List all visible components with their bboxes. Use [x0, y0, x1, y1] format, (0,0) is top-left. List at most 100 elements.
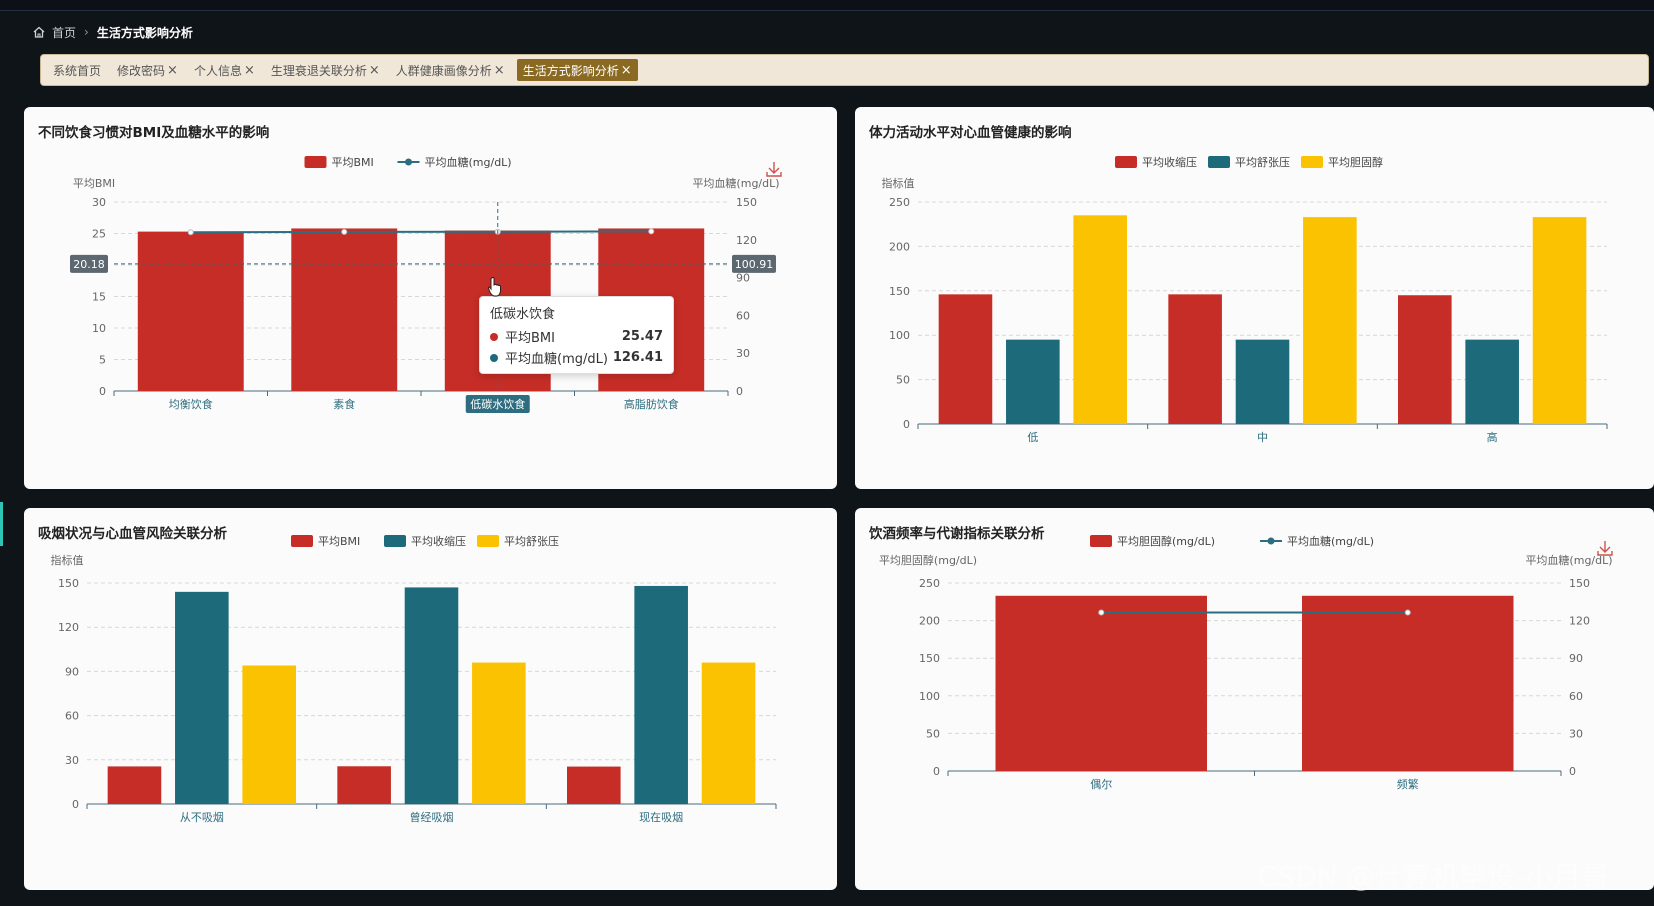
legend-swatch-icon: [1301, 156, 1323, 168]
legend-swatch-icon: [477, 535, 499, 547]
x-tick-label: 频繁: [1397, 777, 1419, 791]
y-tick-label: 100: [889, 329, 910, 342]
y-tick-label: 150: [58, 577, 79, 590]
legend-dot-icon: [405, 158, 412, 166]
y-tick-label: 0: [72, 798, 79, 811]
bar: [472, 662, 526, 804]
y-right-tick-label: 150: [1569, 577, 1590, 590]
legend-label: 平均胆固醇: [1328, 155, 1383, 169]
y-tick-label: 200: [889, 240, 910, 253]
breadcrumb-home[interactable]: 首页: [52, 25, 77, 40]
chart-panel-diet: 不同饮食习惯对BMI及血糖水平的影响 051015202530030609012…: [24, 107, 837, 489]
y-axis-name: 平均BMI: [73, 177, 115, 190]
chart-tooltip: 低碳水饮食 平均BMI 25.47 平均血糖(mg/dL) 126.41: [479, 296, 674, 374]
bar: [938, 294, 993, 424]
y-tick-label: 100: [919, 690, 940, 703]
home-icon[interactable]: [32, 25, 46, 39]
x-label-highlight: [465, 395, 530, 413]
chart-panel-alcohol: 饮酒频率与代谢指标关联分析 0 50 100 150 200 250 0 30 60 90 120 1…: [855, 508, 1654, 890]
tooltip-series-value: 126.41: [612, 350, 663, 365]
tab-population-health[interactable]: 人群健康画像分析 ×: [392, 59, 509, 81]
y-tick-label: 150: [919, 652, 940, 665]
y-right-tick-label: 120: [1569, 615, 1590, 628]
legend-dot-icon: [1267, 537, 1275, 545]
chevron-right-icon: ›: [84, 25, 89, 39]
close-icon[interactable]: ×: [493, 62, 505, 78]
tab-lifestyle-impact[interactable]: 生活方式影响分析 ×: [516, 59, 638, 81]
chart-panel-activity: 体力活动水平对心血管健康的影响 0 50 100 150 200 250 指标值低 中 高 平均收…: [855, 107, 1654, 489]
legend-label: 平均收缩压: [1142, 155, 1197, 169]
sidebar-active-indicator: [0, 502, 3, 546]
y-tick-label: 250: [889, 196, 910, 209]
line-point: [341, 228, 348, 235]
y-tick-label: 200: [919, 615, 940, 628]
chart-title: 吸烟状况与心血管风险关联分析: [38, 526, 227, 542]
bar: [242, 665, 296, 804]
bar: [291, 228, 398, 391]
tooltip-series-value: 25.47: [621, 329, 663, 344]
tab-label: 人群健康画像分析: [395, 63, 492, 78]
crosshair-label-left: 20.18: [73, 258, 105, 271]
bar: [567, 766, 621, 804]
pointer-hand-icon: [487, 277, 501, 297]
tab-label: 系统首页: [53, 63, 102, 78]
bar: [1073, 215, 1127, 424]
y-tick-label: 0: [99, 385, 106, 398]
legend-swatch-icon: [384, 535, 406, 547]
close-icon[interactable]: ×: [243, 62, 255, 78]
x-tick-label: 高: [1487, 430, 1498, 444]
y-tick-label: 60: [65, 710, 79, 723]
legend-swatch-icon: [1208, 156, 1230, 168]
line-point: [648, 228, 655, 235]
bar: [634, 585, 688, 804]
chart-title: 体力活动水平对心血管健康的影响: [869, 125, 1072, 141]
chart-panel-smoking: 吸烟状况与心血管风险关联分析 0 30 60 90 120 150 指标值 从不吸烟 曾经吸烟 现…: [24, 508, 837, 890]
legend-label: 平均BMI: [318, 535, 360, 548]
crosshair-label-bg: [732, 254, 776, 273]
legend-label: 平均舒张压: [504, 534, 559, 548]
chart-title: 饮酒频率与代谢指标关联分析: [869, 526, 1045, 542]
y-right-tick-label: 0: [1569, 765, 1576, 778]
legend-label: 平均舒张压: [1235, 155, 1290, 169]
crosshair-label-right: 100.91: [735, 258, 774, 271]
bar: [1006, 339, 1060, 424]
y-tick-label: 0: [933, 765, 940, 778]
y-right-tick-label: 90: [736, 272, 750, 285]
download-icon[interactable]: [1597, 541, 1613, 556]
y-right-tick-label: 0: [736, 385, 743, 398]
y-axis-name: 平均胆固醇(mg/dL): [879, 553, 977, 567]
chart-alcohol: 0 50 100 150 200 250 0 30 60 90 120 150 平均胆固醇(mg/dL)…: [879, 534, 1613, 791]
legend-label: 平均血糖(mg/dL): [1287, 534, 1374, 548]
close-icon[interactable]: ×: [368, 62, 380, 78]
tab-personal-info[interactable]: 个人信息 ×: [190, 59, 259, 81]
chart-title: 不同饮食习惯对BMI及血糖水平的影响: [38, 125, 270, 141]
tab-system-home[interactable]: 系统首页: [49, 59, 105, 81]
tab-physiological-decline[interactable]: 生理衰退关联分析 ×: [267, 59, 384, 81]
legend-swatch-icon: [1090, 535, 1112, 547]
y-tick-label: 25: [92, 228, 106, 241]
bar: [337, 766, 391, 804]
y-tick-label: 30: [65, 754, 79, 767]
breadcrumb-current: 生活方式影响分析: [96, 25, 193, 40]
download-icon[interactable]: [766, 162, 782, 177]
x-tick-label: 从不吸烟: [180, 810, 224, 824]
y-right-axis-name: 平均血糖(mg/dL): [1525, 553, 1612, 567]
close-icon[interactable]: ×: [167, 62, 178, 78]
series-dot-icon: [490, 353, 498, 362]
y-tick-label: 15: [92, 291, 106, 304]
y-tick-label: 50: [896, 374, 910, 387]
y-right-tick-label: 30: [736, 347, 750, 360]
breadcrumb: 首页 › 生活方式影响分析: [32, 22, 193, 42]
x-tick-label: 高脂肪饮食: [624, 397, 679, 411]
bar: [1302, 595, 1514, 771]
y-right-tick-label: 60: [1569, 690, 1583, 703]
legend-label: 平均BMI: [332, 156, 374, 169]
tab-label: 修改密码: [117, 63, 166, 78]
close-icon[interactable]: ×: [620, 62, 632, 78]
y-right-axis-name: 平均血糖(mg/dL): [692, 176, 779, 190]
y-right-tick-label: 150: [736, 196, 757, 209]
bar: [175, 591, 229, 804]
tab-change-password[interactable]: 修改密码 ×: [113, 59, 182, 81]
